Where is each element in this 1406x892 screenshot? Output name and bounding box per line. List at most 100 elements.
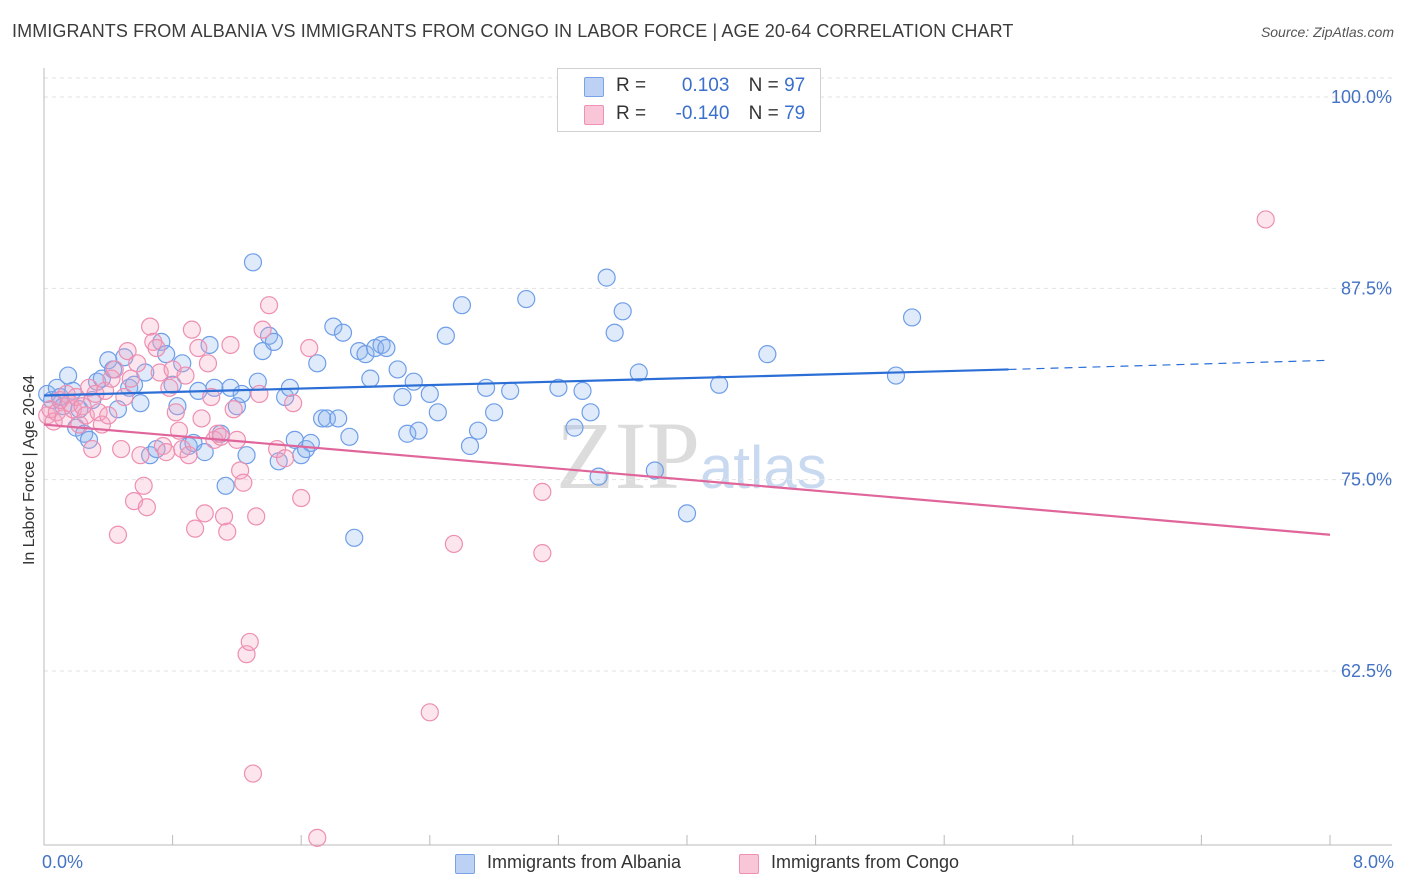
point-albania bbox=[59, 366, 78, 385]
point-congo bbox=[218, 522, 237, 541]
point-albania bbox=[886, 366, 906, 385]
y-tick-label: 75.0% bbox=[1341, 470, 1392, 490]
trend-line-albania bbox=[43, 368, 1009, 397]
point-congo bbox=[160, 378, 179, 397]
point-albania bbox=[308, 354, 327, 373]
legend-swatch-congo bbox=[584, 105, 604, 125]
point-congo bbox=[292, 488, 311, 508]
point-congo bbox=[137, 498, 156, 517]
legend-text-albania: R = 0.103 N = 97 bbox=[616, 75, 805, 97]
point-congo bbox=[131, 446, 150, 465]
point-albania bbox=[237, 446, 256, 465]
source-label: Source: ZipAtlas.com bbox=[1260, 24, 1394, 40]
correlation-legend: R = 0.103 N = 97 R = -0.140 N = 79 bbox=[557, 68, 821, 132]
chart-title: IMMIGRANTS FROM ALBANIA VS IMMIGRANTS FR… bbox=[12, 21, 1014, 41]
point-congo bbox=[189, 338, 208, 358]
point-congo bbox=[192, 409, 211, 428]
legend-n-value: 97 bbox=[784, 75, 806, 96]
point-congo bbox=[157, 443, 176, 462]
point-congo bbox=[166, 403, 185, 422]
point-albania bbox=[377, 338, 396, 358]
y-tick-label: 62.5% bbox=[1341, 661, 1392, 681]
point-albania bbox=[629, 363, 648, 382]
series-congo-points bbox=[38, 210, 1275, 847]
point-congo bbox=[284, 394, 303, 413]
point-albania bbox=[645, 461, 664, 480]
point-congo bbox=[67, 387, 86, 407]
point-albania bbox=[452, 296, 472, 315]
legend-n-label: N = bbox=[748, 75, 779, 96]
point-albania bbox=[232, 384, 251, 404]
point-albania bbox=[460, 436, 480, 456]
legend-r-value: 0.103 bbox=[681, 75, 730, 96]
point-congo bbox=[420, 703, 439, 722]
y-tick-label: 87.5% bbox=[1341, 278, 1392, 298]
point-albania bbox=[324, 317, 343, 336]
point-albania bbox=[329, 409, 348, 428]
point-congo bbox=[198, 354, 218, 373]
point-congo bbox=[147, 338, 166, 358]
point-albania bbox=[476, 378, 496, 397]
point-albania bbox=[296, 439, 316, 459]
legend-r-value: -0.140 bbox=[675, 103, 730, 124]
point-congo bbox=[128, 354, 147, 373]
y-tick-labels: 100.0% 87.5% 75.0% 62.5% bbox=[1331, 87, 1392, 681]
legend-text-congo: R = -0.140 N = 79 bbox=[616, 103, 805, 125]
point-albania bbox=[131, 394, 150, 413]
point-congo bbox=[186, 519, 205, 538]
point-albania bbox=[75, 424, 94, 443]
bottom-legend-swatch-albania bbox=[455, 854, 475, 874]
point-albania bbox=[388, 360, 407, 379]
point-congo bbox=[214, 507, 234, 526]
point-congo bbox=[253, 320, 272, 339]
point-albania bbox=[581, 403, 600, 422]
trend-line-albania-extension bbox=[1008, 359, 1331, 371]
point-congo bbox=[234, 473, 253, 492]
point-albania bbox=[157, 345, 176, 364]
point-congo bbox=[224, 400, 243, 419]
gridlines bbox=[44, 77, 1392, 672]
point-albania bbox=[168, 397, 187, 416]
point-congo bbox=[195, 504, 214, 523]
point-congo bbox=[182, 320, 201, 339]
point-albania bbox=[200, 335, 219, 355]
point-congo bbox=[140, 317, 160, 336]
point-congo bbox=[240, 632, 259, 652]
point-congo bbox=[202, 387, 221, 407]
point-albania bbox=[677, 504, 697, 523]
point-congo bbox=[308, 828, 327, 847]
point-albania bbox=[501, 381, 520, 400]
point-congo bbox=[259, 296, 279, 315]
point-albania bbox=[605, 323, 624, 342]
point-congo bbox=[115, 387, 134, 407]
point-congo bbox=[276, 449, 295, 468]
x-tick-min: 0.0% bbox=[42, 852, 84, 872]
point-albania bbox=[216, 476, 235, 495]
point-albania bbox=[613, 302, 632, 321]
point-albania bbox=[485, 403, 504, 422]
point-congo bbox=[1256, 210, 1275, 229]
point-albania bbox=[468, 421, 488, 440]
legend-n-value: 79 bbox=[784, 103, 806, 124]
point-albania bbox=[398, 424, 417, 443]
legend-r-label: R = bbox=[616, 103, 647, 124]
point-albania bbox=[549, 378, 568, 397]
point-congo bbox=[533, 482, 552, 502]
point-albania bbox=[356, 345, 375, 364]
point-albania bbox=[221, 378, 240, 397]
legend-n-label: N = bbox=[748, 103, 779, 124]
point-albania bbox=[264, 332, 283, 352]
point-congo bbox=[247, 507, 266, 526]
point-congo bbox=[121, 369, 140, 388]
point-albania bbox=[312, 409, 332, 428]
point-albania bbox=[565, 418, 584, 437]
point-albania bbox=[243, 253, 263, 272]
point-congo bbox=[83, 439, 102, 459]
point-congo bbox=[99, 406, 118, 425]
series-albania-points bbox=[38, 253, 922, 547]
point-albania bbox=[597, 268, 616, 287]
point-albania bbox=[333, 323, 353, 342]
point-congo bbox=[533, 544, 552, 563]
point-albania bbox=[404, 372, 423, 391]
point-congo bbox=[211, 427, 230, 446]
